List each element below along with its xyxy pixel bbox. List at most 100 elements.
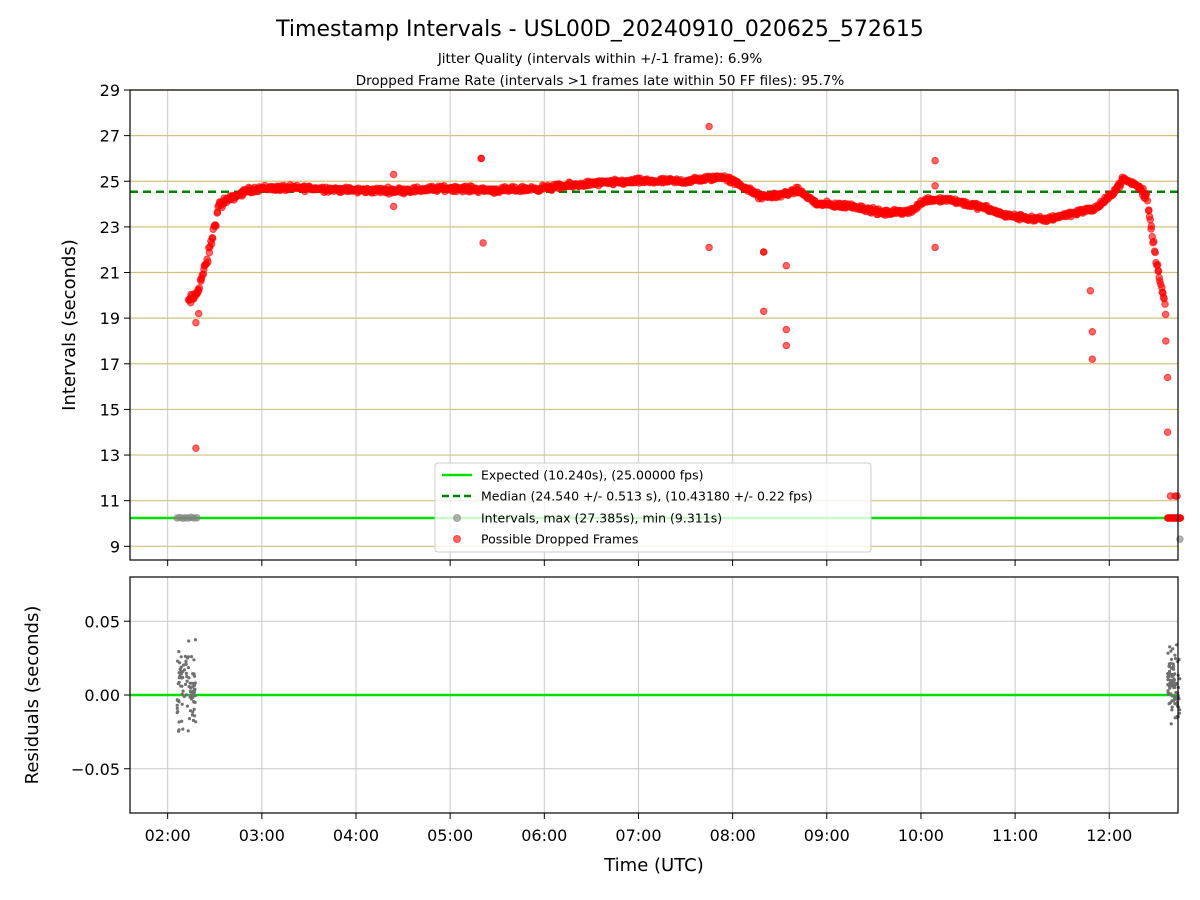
residuals-plot-panel: 0.050.00−0.05 02:00 03:00 04:00 05:00 06:00 0… (22, 576, 1182, 876)
dropped-frame-outlier (782, 325, 791, 334)
intervals-y-tick-label: 17 (100, 355, 120, 374)
residual-point (176, 710, 180, 714)
residual-point (182, 694, 186, 699)
legend-dropped-label: Possible Dropped Frames (481, 532, 638, 547)
intervals-data-points (173, 122, 1185, 544)
residual-point (182, 668, 187, 672)
legend-intervals-marker (453, 514, 461, 522)
chart-subtitle-jitter: Jitter Quality (intervals within +/-1 fr… (437, 51, 763, 67)
dropped-frame-outlier (759, 248, 768, 256)
dropped-frame-point (1142, 189, 1151, 198)
residual-point (1173, 672, 1177, 676)
chart-subtitle-dropped: Dropped Frame Rate (intervals >1 frames … (356, 73, 845, 89)
residual-point (192, 691, 196, 695)
dropped-frame-outlier (477, 154, 486, 163)
dropped-frame-outlier (931, 243, 939, 252)
residual-point (185, 704, 190, 708)
dropped-frame-outlier (931, 156, 939, 165)
chart-title: Timestamp Intervals - USL00D_20240910_02… (275, 17, 924, 42)
residual-point (187, 685, 191, 689)
intervals-legend: Expected (10.240s), (25.00000 fps) Media… (434, 462, 872, 553)
dropped-frame-outlier (1163, 428, 1172, 437)
intervals-y-tick-label: 27 (100, 127, 120, 146)
dropped-frame-outlier (1162, 337, 1170, 345)
x-tick-label: 02:00 (145, 826, 191, 845)
residual-point (1171, 684, 1175, 688)
residual-point (184, 662, 188, 667)
residual-point (184, 659, 188, 663)
dropped-frame-outlier (389, 202, 398, 211)
residual-point (175, 706, 179, 711)
residual-point (193, 694, 197, 698)
residual-point (175, 703, 179, 707)
residual-point (192, 707, 196, 712)
dropped-frame-outlier (705, 122, 713, 131)
residual-point (1169, 722, 1173, 726)
dropped-frame-outlier (389, 170, 398, 179)
x-tick-label: 11:00 (992, 826, 1038, 845)
intervals-y-axis-label: Intervals (seconds) (59, 239, 80, 411)
legend-frame (434, 462, 872, 553)
residual-point (1170, 694, 1174, 698)
residual-point (177, 671, 181, 675)
dropped-frame-point (1161, 300, 1169, 308)
legend-dropped-marker (453, 535, 461, 543)
intervals-y-tick-label: 25 (100, 172, 120, 191)
dropped-frame-outlier (1088, 328, 1097, 336)
residual-point (1172, 680, 1176, 685)
dropped-frame-outlier (782, 341, 791, 350)
residual-point (1173, 657, 1178, 661)
intervals-y-tick-label: 21 (100, 264, 120, 283)
intervals-y-tick-label: 19 (100, 309, 120, 328)
dropped-frame-point (1146, 216, 1155, 224)
residual-point (183, 682, 188, 687)
residual-point (1175, 643, 1179, 647)
dropped-frame-point (1145, 206, 1153, 214)
intervals-y-ticks: 9 11 13 15 17 19 21 23 25 27 29 (100, 81, 130, 556)
dropped-frame-outlier (931, 182, 939, 190)
residual-point (1178, 677, 1182, 681)
residual-point (193, 681, 197, 685)
residuals-y-axis-label: Residuals (seconds) (22, 606, 43, 785)
x-tick-label: 03:00 (239, 826, 285, 845)
residual-point (192, 674, 197, 678)
residual-point (1169, 649, 1173, 653)
dropped-frame-outlier (759, 307, 768, 316)
residuals-x-ticks: 02:00 03:00 04:00 05:00 06:00 07:00 08:00 09:00… (145, 813, 1132, 845)
dropped-frame-point (1150, 237, 1158, 246)
residual-point (186, 729, 190, 733)
residual-point (187, 676, 191, 680)
residual-point (179, 655, 183, 659)
residuals-y-tick-label: 0.00 (84, 686, 120, 705)
residual-point (192, 683, 197, 688)
x-tick-label: 10:00 (898, 826, 944, 845)
x-tick-label: 08:00 (710, 826, 756, 845)
x-tick-label: 05:00 (427, 826, 473, 845)
dropped-frame-point (212, 222, 220, 230)
intervals-y-tick-label: 29 (100, 81, 120, 100)
residual-point (181, 689, 185, 693)
residual-point (177, 728, 181, 732)
residual-point (188, 695, 192, 699)
dropped-frame-outlier (479, 239, 487, 247)
residual-point (1166, 678, 1170, 682)
residual-point (1170, 705, 1174, 709)
residuals-plot-frame (129, 576, 1179, 814)
residual-point (1169, 661, 1173, 665)
residual-point (191, 710, 195, 714)
dropped-frame-point (204, 258, 212, 266)
dropped-frame-outlier (1086, 287, 1095, 295)
residual-point (179, 665, 183, 669)
residual-point (1167, 702, 1171, 706)
residual-point (191, 718, 195, 723)
dropped-frame-outlier (194, 309, 203, 318)
residual-point (1170, 708, 1174, 712)
residual-point (181, 727, 185, 731)
residual-point (1167, 664, 1171, 668)
residual-point (188, 681, 192, 685)
residuals-y-tick-label: 0.05 (84, 612, 120, 631)
residual-point (192, 658, 196, 662)
dropped-frame-outlier (192, 444, 200, 453)
residual-point (180, 702, 184, 706)
